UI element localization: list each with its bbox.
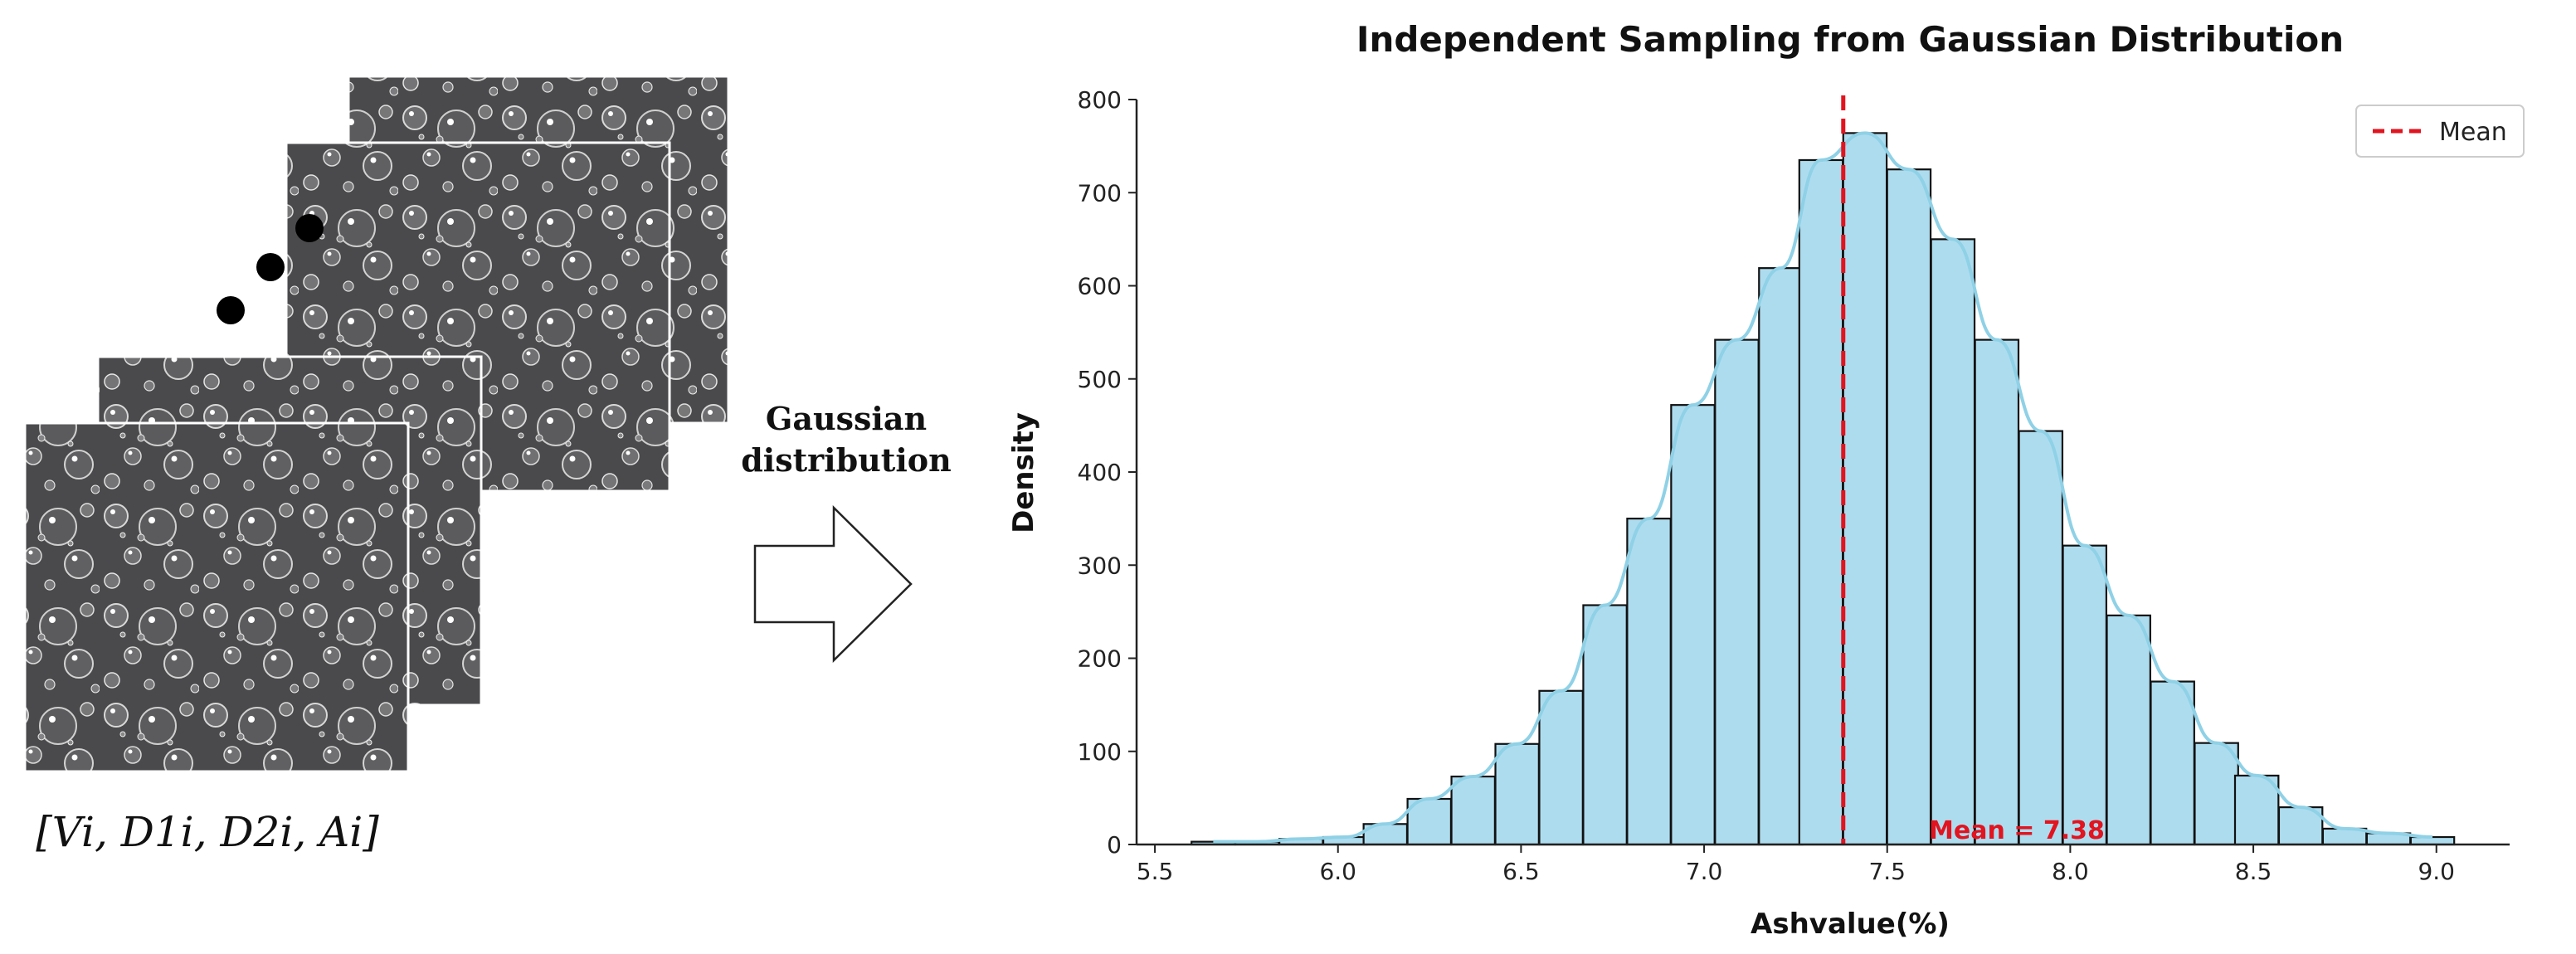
histogram-bar [2018, 430, 2064, 846]
x-tick-label: 7.0 [1686, 858, 1723, 885]
histogram-bar [1450, 775, 1496, 846]
sampling-diagram: [Vi, D1i, D2i, Ai] Gaussian distribution [23, 75, 952, 856]
histogram-chart: Independent Sampling from Gaussian Distr… [1007, 19, 2525, 941]
histogram-bar [1626, 518, 1672, 846]
y-ticks-group: 0 100 200 300 400 500 600 700 800 [1078, 86, 1137, 859]
y-tick-label: 700 [1078, 179, 1122, 207]
y-tick-label: 600 [1078, 273, 1122, 300]
histogram-bar [1714, 338, 1760, 846]
histogram-bar [1798, 158, 1844, 846]
ellipsis-dot [256, 253, 285, 281]
histogram-bar [1974, 338, 2020, 846]
bars-group [1191, 132, 2456, 846]
histogram-bar [1930, 238, 1976, 846]
histogram-bar [1494, 742, 1540, 846]
y-tick-label: 0 [1107, 831, 1122, 859]
vector-label: [Vi, D1i, D2i, Ai] [36, 808, 379, 856]
x-tick-label: 9.0 [2418, 858, 2455, 885]
x-tick-label: 8.0 [2052, 858, 2089, 885]
histogram-bar [1670, 404, 1716, 846]
legend-mean-label: Mean [2439, 118, 2507, 147]
x-axis-label: Ashvalue(%) [1751, 908, 1950, 941]
y-axis-label: Density [1007, 412, 1040, 533]
x-tick-label: 6.0 [1319, 858, 1356, 885]
x-tick-label: 8.5 [2235, 858, 2272, 885]
y-tick-label: 200 [1078, 645, 1122, 673]
histogram-bar [2194, 742, 2239, 846]
arrow-label-line1: Gaussian [766, 400, 927, 437]
x-tick-label: 7.5 [1868, 858, 1906, 885]
histogram-bar [2150, 680, 2195, 846]
ellipsis-dot [217, 296, 245, 324]
y-tick-label: 100 [1078, 738, 1122, 766]
histogram-bar [1406, 797, 1453, 846]
right-arrow-icon [753, 505, 913, 663]
y-tick-label: 300 [1078, 552, 1122, 579]
mean-annotation: Mean = 7.38 [1929, 816, 2105, 845]
arrow-label-line2: distribution [741, 441, 952, 479]
ellipsis-dot [295, 214, 324, 242]
kde-curve [1213, 131, 2433, 844]
histogram-bar [2062, 544, 2108, 846]
legend: Mean [2355, 105, 2525, 158]
legend-box [2355, 105, 2525, 158]
histogram-bar [1582, 604, 1628, 846]
image-frame-1 [23, 421, 410, 773]
x-ticks-group: 5.5 6.0 6.5 7.0 7.5 8.0 8.5 9.0 [1137, 844, 2455, 885]
histogram-bar [1538, 689, 1584, 846]
y-tick-label: 400 [1078, 459, 1122, 486]
chart-title: Independent Sampling from Gaussian Distr… [1356, 19, 2344, 60]
histogram-bar [2106, 614, 2151, 846]
histogram-bar [1758, 267, 1804, 846]
y-tick-label: 500 [1078, 366, 1122, 393]
histogram-bar [1886, 168, 1932, 846]
y-tick-label: 800 [1078, 86, 1122, 114]
histogram-bar [2233, 774, 2280, 846]
histogram-bar [1842, 132, 1888, 846]
x-tick-label: 5.5 [1137, 858, 1174, 885]
x-tick-label: 6.5 [1502, 858, 1540, 885]
